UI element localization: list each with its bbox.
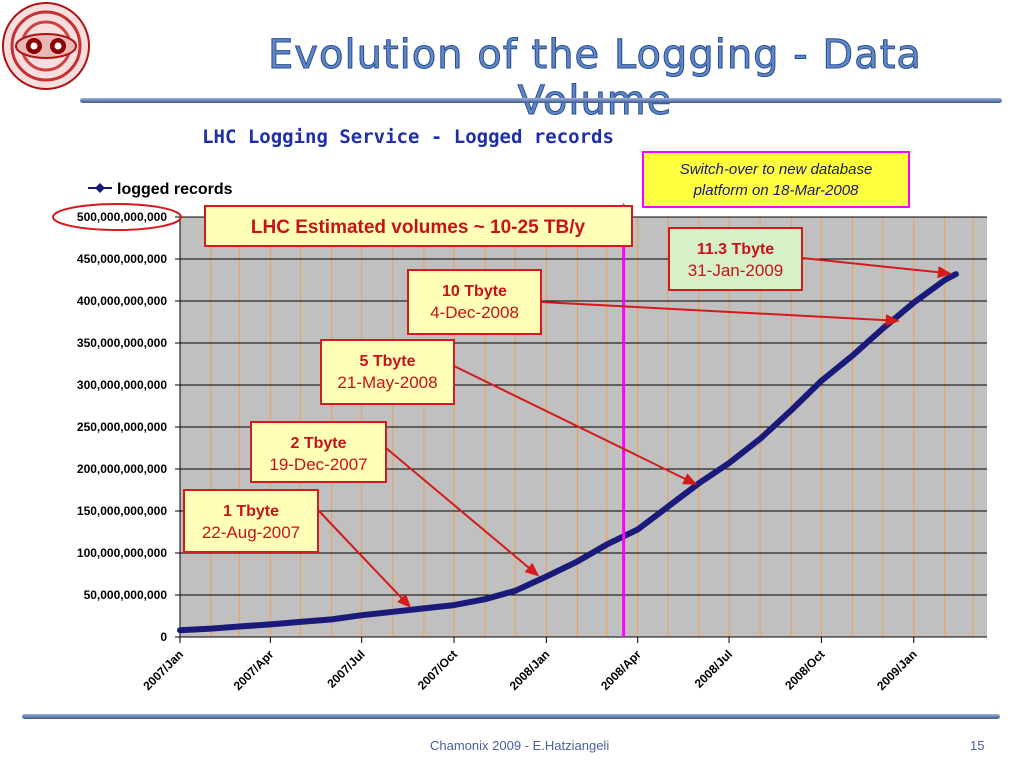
y-tick-label: 300,000,000,000	[77, 378, 167, 392]
chart-title: LHC Logging Service - Logged records	[202, 126, 614, 148]
data-point	[635, 526, 641, 532]
page-number: 15	[970, 738, 985, 753]
x-tick-label: 2008/Jul	[692, 647, 735, 690]
data-point	[942, 277, 948, 283]
x-tick-label: 2008/Apr	[598, 647, 644, 693]
data-point	[911, 300, 917, 306]
annotation-callout: 10 Tbyte 4-Dec-2008	[407, 269, 900, 335]
switchover-box	[642, 151, 910, 208]
data-point	[726, 460, 732, 466]
annotation-arrow-line	[801, 257, 943, 274]
data-point	[574, 558, 580, 564]
data-point	[177, 627, 183, 633]
legend-label: logged records	[117, 181, 233, 198]
switchover-callout: Switch-over to new database platform on 1…	[642, 151, 910, 208]
x-tick-label: 2007/Oct	[415, 647, 460, 692]
switchover-label-line2: platform on 18-Mar-2008	[693, 182, 859, 199]
data-point	[359, 612, 365, 618]
x-tick-label: 2007/Jul	[324, 647, 367, 690]
x-tick-label: 2008/Oct	[782, 647, 827, 692]
footer-rule	[22, 714, 1000, 719]
estimate-callout: LHC Estimated volumes ~ 10-25 TB/y	[204, 205, 633, 247]
title-underline	[80, 98, 1002, 103]
data-point	[208, 626, 214, 632]
y-tick-label: 450,000,000,000	[77, 252, 167, 266]
annotation-arrowhead-icon	[524, 562, 540, 577]
x-tick-label: 2007/Apr	[231, 647, 277, 693]
y-tick-label: 250,000,000,000	[77, 420, 167, 434]
annotation-date-label: 4-Dec-2008	[430, 303, 519, 322]
data-point	[421, 605, 427, 611]
lhc-logo-icon	[2, 2, 90, 90]
data-point	[267, 621, 273, 627]
x-tick-label: 2007/Jan	[140, 647, 186, 693]
data-point	[757, 436, 763, 442]
data-point	[665, 504, 671, 510]
data-point	[880, 326, 886, 332]
annotation-callout: 5 Tbyte 21-May-2008	[320, 339, 698, 485]
annotation-box	[668, 227, 803, 291]
data-point	[297, 619, 303, 625]
annotation-size-label: 11.3 Tbyte	[697, 241, 774, 258]
annotation-arrow-line	[385, 447, 533, 571]
data-point	[236, 624, 242, 629]
y-tick-label: 50,000,000,000	[84, 588, 168, 602]
y-tick-label: 150,000,000,000	[77, 504, 167, 518]
y-tick-label: 400,000,000,000	[77, 294, 167, 308]
chart-legend: logged records	[88, 181, 233, 198]
estimate-label: LHC Estimated volumes ~ 10-25 TB/y	[251, 217, 586, 238]
annotation-box	[407, 269, 542, 335]
estimate-box	[204, 205, 633, 247]
annotation-arrowhead-icon	[885, 314, 900, 327]
annotation-callout: 1 Tbyte 22-Aug-2007	[183, 489, 412, 609]
data-point	[953, 271, 959, 277]
annotation-arrowhead-icon	[937, 266, 952, 279]
annotation-size-label: 2 Tbyte	[290, 435, 346, 452]
annotation-size-label: 1 Tbyte	[223, 503, 279, 520]
annotation-date-label: 21-May-2008	[337, 373, 437, 392]
x-tick-label: 2008/Jan	[507, 647, 553, 693]
annotation-callout: 2 Tbyte 19-Dec-2007	[250, 421, 540, 577]
highlight-ellipse	[52, 203, 182, 231]
annotation-arrow-line	[540, 301, 890, 322]
y-tick-label: 200,000,000,000	[77, 462, 167, 476]
annotation-date-label: 19-Dec-2007	[269, 455, 367, 474]
data-point	[543, 574, 549, 580]
data-point	[329, 616, 335, 622]
annotation-box	[250, 421, 387, 483]
switchover-label-line1: Switch-over to new database	[680, 161, 873, 178]
annotation-size-label: 10 Tbyte	[442, 283, 507, 300]
annotation-size-label: 5 Tbyte	[359, 353, 415, 370]
annotation-callout: 11.3 Tbyte 31-Jan-2009	[668, 227, 952, 291]
data-point	[788, 407, 794, 413]
annotation-box	[320, 339, 455, 405]
data-point	[850, 353, 855, 359]
x-tick-label: 2009/Jan	[874, 647, 920, 693]
annotation-arrow-line	[317, 509, 405, 602]
data-point	[482, 596, 488, 602]
y-tick-label: 0	[160, 630, 167, 644]
data-point	[512, 588, 518, 594]
footer-text: Chamonix 2009 - E.Hatziangeli	[430, 738, 610, 753]
annotation-date-label: 22-Aug-2007	[202, 523, 300, 542]
logged-records-chart: LHC Logging Service - Logged records log…	[52, 126, 987, 693]
data-point	[451, 602, 457, 608]
legend-marker-icon	[95, 183, 105, 193]
y-tick-label: 350,000,000,000	[77, 336, 167, 350]
data-point	[390, 609, 396, 615]
annotation-arrow-line	[453, 365, 689, 482]
data-point	[818, 378, 824, 384]
annotation-box	[183, 489, 319, 553]
y-tick-label: 500,000,000,000	[77, 210, 167, 224]
data-point	[604, 542, 610, 548]
annotation-date-label: 31-Jan-2009	[688, 261, 783, 280]
y-tick-label: 100,000,000,000	[77, 546, 167, 560]
annotation-arrowhead-icon	[682, 473, 698, 485]
annotation-arrowhead-icon	[397, 593, 412, 609]
data-point	[696, 480, 702, 486]
